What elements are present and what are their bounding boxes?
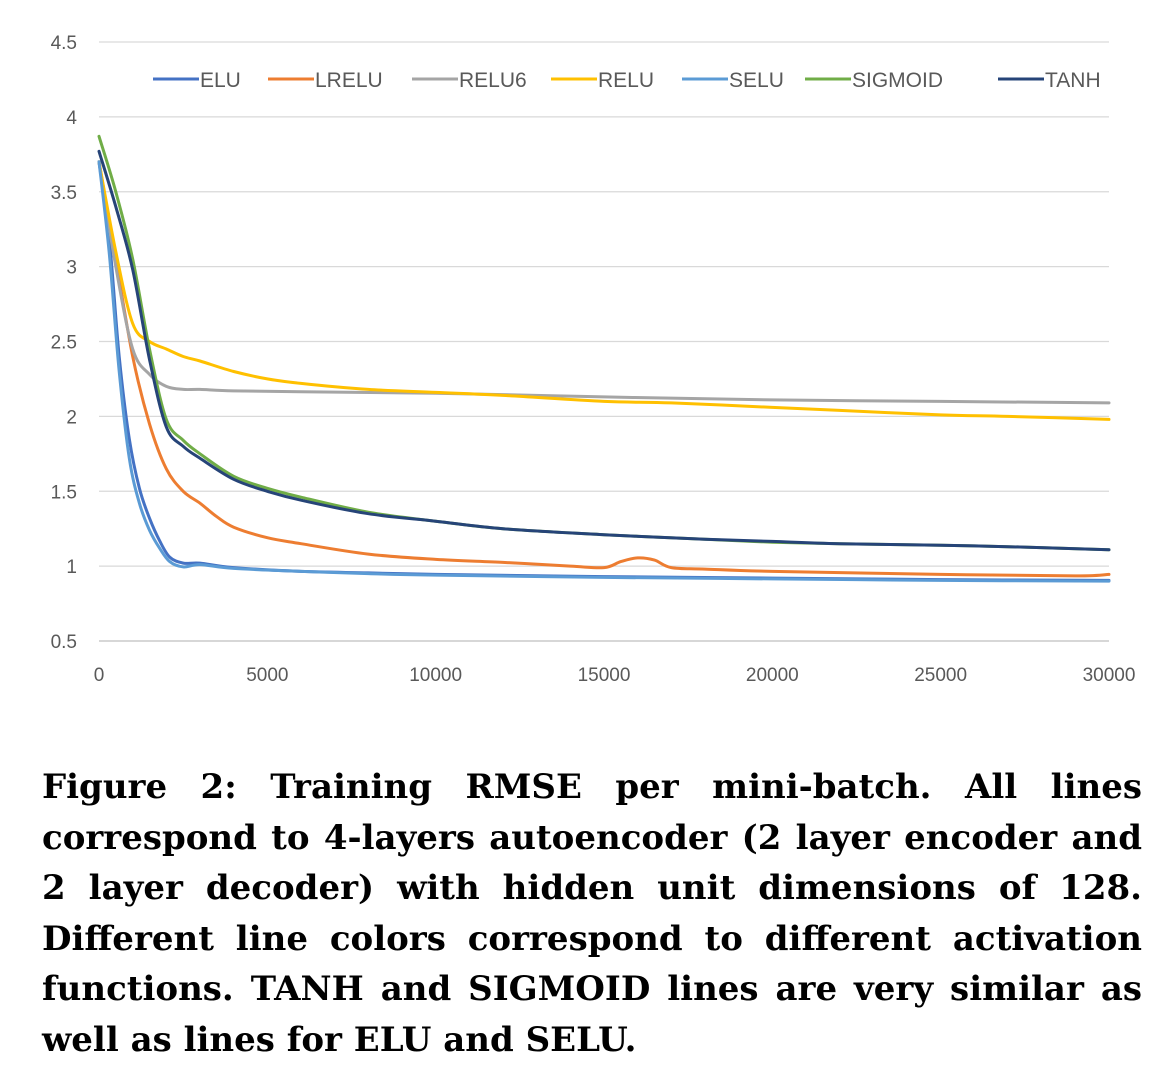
legend-label-selu: SELU: [729, 69, 784, 92]
legend-label-lrelu: LRELU: [315, 69, 383, 92]
x-tick-label: 5000: [246, 665, 288, 686]
gridlines: [99, 41, 1109, 642]
y-tick-label: 3: [66, 258, 77, 279]
y-tick-label: 4: [66, 108, 77, 129]
figure-caption: Figure 2: Training RMSE per mini-batch. …: [42, 767, 1142, 1060]
series-line-selu: [97, 160, 1111, 583]
x-tick-label: 20000: [746, 665, 799, 686]
series-lines: [97, 134, 1111, 583]
x-tick-label: 30000: [1083, 665, 1136, 686]
x-axis-ticks: 0 5000 10000 15000 20000 25000 30000: [94, 665, 1136, 686]
series-line-relu: [97, 160, 1111, 421]
legend-label-tanh: TANH: [1045, 69, 1101, 92]
x-tick-label: 15000: [578, 665, 631, 686]
series-line-elu: [97, 160, 1111, 582]
x-tick-label: 0: [94, 665, 105, 686]
legend-label-relu6: RELU6: [459, 69, 527, 92]
legend-label-elu: ELU: [200, 69, 241, 92]
y-tick-label: 2.5: [51, 333, 77, 354]
y-tick-label: 2: [66, 407, 77, 428]
y-tick-label: 4.5: [51, 33, 77, 54]
x-tick-label: 10000: [409, 665, 462, 686]
series-line-lrelu: [97, 160, 1111, 578]
y-tick-label: 1.5: [51, 482, 77, 503]
series-line-relu6: [97, 160, 1111, 405]
y-tick-label: 1: [66, 557, 77, 578]
y-tick-label: 0.5: [51, 632, 77, 653]
x-tick-label: 25000: [914, 665, 967, 686]
line-chart: 0.5 1 1.5 2 2.5 3 3.5 4 4.5 0 5000 10000 15000 20000…: [51, 33, 1136, 686]
series-line-sigmoid: [97, 134, 1111, 552]
y-tick-label: 3.5: [51, 183, 77, 204]
y-axis-ticks: 0.5 1 1.5 2 2.5 3 3.5 4 4.5: [51, 33, 78, 653]
series-line-tanh: [97, 149, 1111, 552]
legend-label-sigmoid: SIGMOID: [852, 69, 943, 92]
legend-label-relu: RELU: [598, 69, 654, 92]
legend: ELU LRELU RELU6 RELU SELU SIGMOID TANH: [153, 69, 1101, 92]
